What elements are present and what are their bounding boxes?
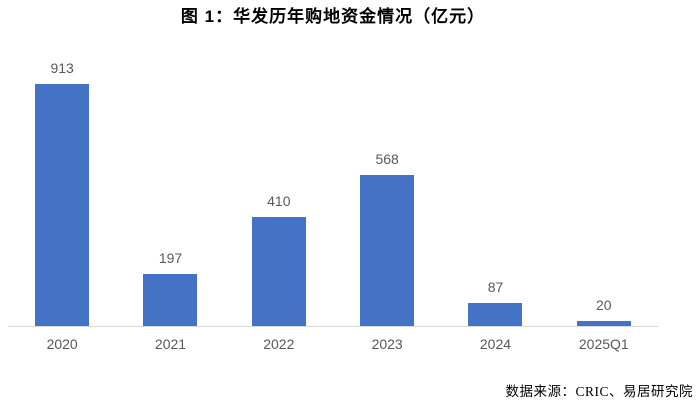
source-note: 数据来源：CRIC、易居研究院 xyxy=(505,384,693,399)
bar-group-2022: 410 xyxy=(225,193,333,326)
data-label: 197 xyxy=(158,249,183,266)
bar xyxy=(251,217,306,326)
bar xyxy=(360,175,415,326)
bar-chart: 图 1：华发历年购地资金情况（亿元） 913 197 410 568 87 20 2020… xyxy=(8,6,658,352)
data-label: 568 xyxy=(375,151,399,168)
data-label: 410 xyxy=(267,193,291,210)
bar xyxy=(468,302,523,326)
bar xyxy=(576,320,631,326)
chart-title: 图 1：华发历年购地资金情况（亿元） xyxy=(180,7,486,26)
bar xyxy=(35,84,90,326)
x-axis-tick-label: 2025Q1 xyxy=(578,336,629,352)
bar xyxy=(143,273,198,326)
bar-group-2020: 913 xyxy=(8,60,116,326)
bar-group-2023: 568 xyxy=(333,151,441,326)
bar-group-2021: 197 xyxy=(116,250,224,326)
x-axis-tick-label: 2020 xyxy=(46,336,78,352)
x-axis-tick-label: 2022 xyxy=(263,336,295,352)
x-axis-tick-label: 2024 xyxy=(479,336,512,352)
x-axis-tick-label: 2023 xyxy=(371,336,403,352)
data-label: 87 xyxy=(487,278,504,295)
x-axis-labels: 2020 2021 2022 2023 2024 2025Q1 xyxy=(8,336,658,352)
bar-group-2025Q1: 20 xyxy=(550,297,658,326)
data-label: 20 xyxy=(596,296,612,313)
x-axis-line xyxy=(8,326,658,327)
x-axis-tick-label: 2021 xyxy=(154,336,187,352)
plot-area: 913 197 410 568 87 20 xyxy=(8,28,658,326)
bar-group-2024: 87 xyxy=(441,279,549,326)
data-label: 913 xyxy=(50,60,74,76)
